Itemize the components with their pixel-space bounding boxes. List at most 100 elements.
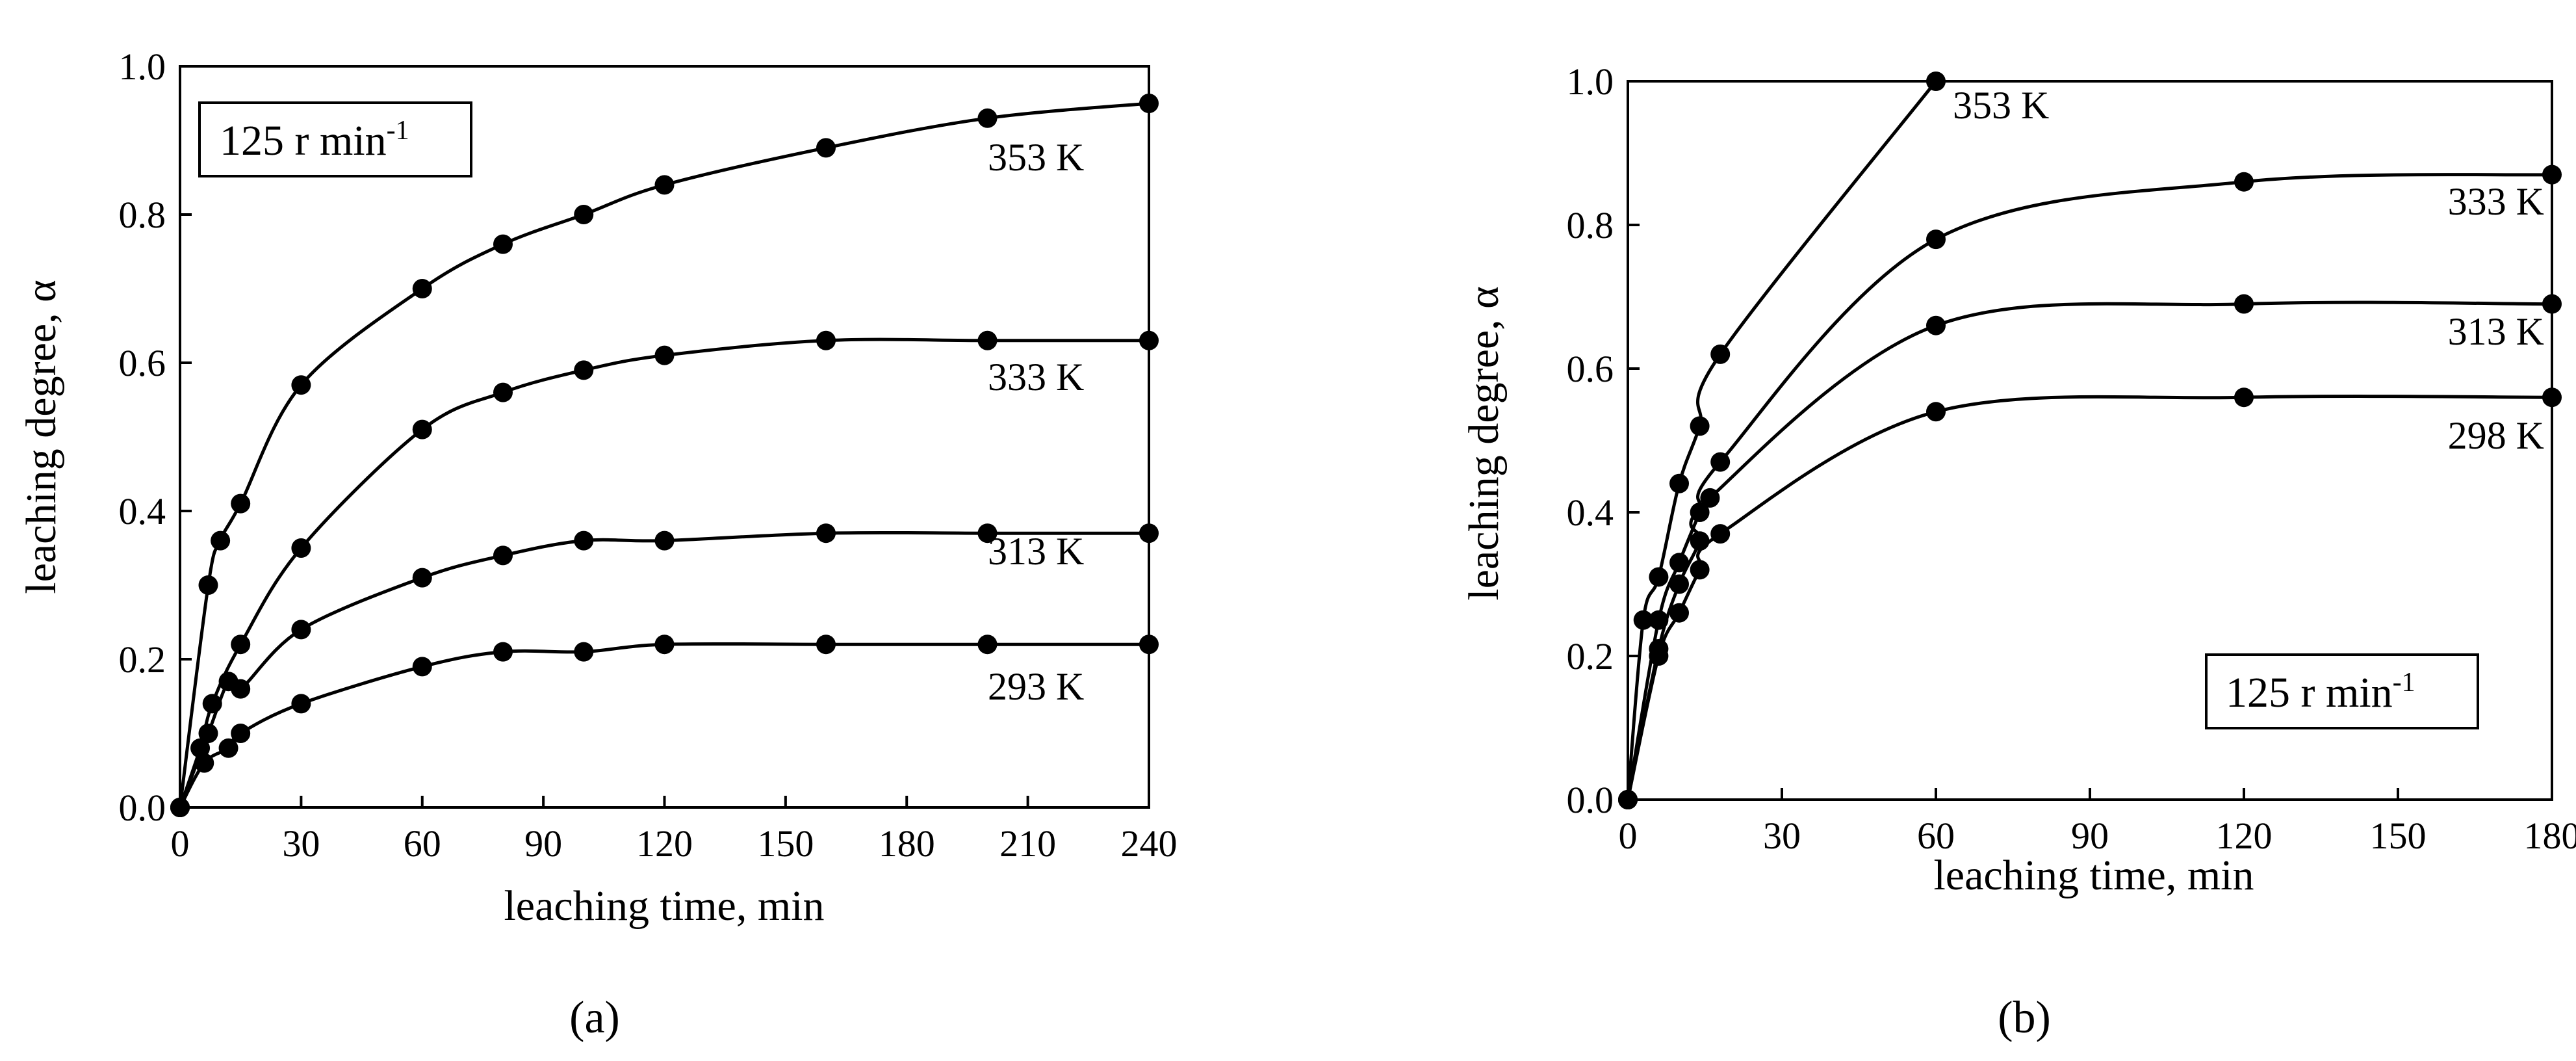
- data-point: [291, 694, 311, 714]
- data-point: [1649, 646, 1669, 666]
- data-point: [231, 635, 251, 655]
- data-point: [574, 642, 594, 662]
- data-point: [816, 138, 836, 158]
- data-point: [1618, 790, 1638, 809]
- y-tick-label: 0.6: [119, 342, 166, 384]
- data-point: [1633, 610, 1653, 630]
- x-tick-label: 150: [757, 822, 814, 865]
- data-point: [1139, 635, 1159, 655]
- annotation-a: 125 r min-1: [220, 116, 409, 164]
- x-tick-label: 150: [2370, 815, 2427, 857]
- x-tick-label: 90: [2071, 815, 2109, 857]
- data-point: [202, 694, 222, 714]
- data-point: [654, 635, 675, 655]
- x-tick-label: 180: [2524, 815, 2576, 857]
- annotation-b: 125 r min-1: [2226, 668, 2415, 716]
- series-label: 353 K: [1953, 84, 2049, 127]
- data-point: [1926, 229, 1946, 250]
- data-point: [231, 679, 251, 699]
- y-tick-label: 0.0: [1567, 779, 1614, 821]
- y-tick-label: 0.8: [1567, 204, 1614, 246]
- x-tick-label: 120: [636, 822, 693, 865]
- data-point: [231, 493, 251, 514]
- data-point: [1649, 567, 1669, 587]
- series-label: 313 K: [2448, 310, 2544, 353]
- series-label: 333 K: [988, 356, 1084, 399]
- x-axis-title-b: leaching time, min: [1933, 852, 2254, 899]
- x-tick-label: 30: [1763, 815, 1801, 857]
- data-point: [654, 175, 675, 195]
- x-tick-label: 60: [404, 822, 441, 865]
- data-point: [1926, 402, 1946, 422]
- data-point: [654, 345, 675, 365]
- data-point: [1669, 574, 1689, 594]
- panel-label-a: (a): [569, 993, 620, 1043]
- data-point: [2234, 387, 2254, 408]
- series-label: 313 K: [988, 530, 1084, 573]
- series-label: 293 K: [988, 665, 1084, 708]
- data-point: [1649, 610, 1669, 630]
- data-point: [977, 523, 998, 544]
- y-tick-label: 0.0: [119, 787, 166, 829]
- x-tick-label: 0: [171, 822, 190, 865]
- annotation-b-base: 125 r min: [2226, 669, 2393, 716]
- data-point: [574, 205, 594, 224]
- y-tick-label: 1.0: [119, 46, 166, 88]
- annotation-b-sup: -1: [2393, 668, 2415, 698]
- data-point: [816, 635, 836, 655]
- data-point: [2542, 164, 2562, 185]
- y-axis-title-b: leaching degree, α: [1460, 286, 1508, 601]
- data-point: [1690, 531, 1710, 551]
- data-point: [1690, 503, 1710, 522]
- x-tick-label: 180: [879, 822, 935, 865]
- x-tick-label: 90: [524, 822, 562, 865]
- data-point: [1669, 603, 1689, 623]
- data-point: [198, 575, 218, 595]
- data-point: [2542, 294, 2562, 314]
- y-tick-label: 0.8: [119, 194, 166, 236]
- data-point: [493, 234, 513, 254]
- data-point: [493, 545, 513, 566]
- data-point: [198, 724, 218, 743]
- data-point: [291, 375, 311, 395]
- data-point: [2542, 387, 2562, 408]
- series-line-353k: [1626, 80, 1937, 800]
- x-tick-label: 120: [2216, 815, 2273, 857]
- data-point: [654, 530, 675, 551]
- x-tick-label: 30: [282, 822, 320, 865]
- annotation-a-sup: -1: [387, 116, 409, 146]
- data-point: [412, 657, 432, 677]
- data-point: [1669, 553, 1689, 573]
- data-point: [412, 279, 432, 298]
- data-point: [211, 530, 231, 551]
- y-tick-label: 0.6: [1567, 348, 1614, 390]
- data-point: [218, 738, 238, 758]
- series-line-333k: [1626, 173, 2553, 800]
- data-point: [1139, 94, 1159, 113]
- y-tick-label: 0.4: [119, 490, 166, 532]
- data-point: [412, 568, 432, 588]
- annotation-a-base: 125 r min: [220, 117, 387, 164]
- data-point: [1690, 416, 1710, 436]
- data-point: [1710, 524, 1731, 544]
- x-tick-label: 0: [1619, 815, 1638, 857]
- x-tick-label: 240: [1121, 822, 1178, 865]
- chart-panel-a: 0 30 60 90 120 150 180 210 240 0.0 0.2 0.4 0.6 0.8 1.0…: [18, 46, 1178, 1043]
- data-point: [1926, 315, 1946, 335]
- data-point: [977, 330, 998, 350]
- annotation-box-a: [198, 101, 472, 177]
- data-point: [1710, 344, 1731, 364]
- x-axis-title-a: leaching time, min: [504, 882, 824, 930]
- data-point: [170, 798, 190, 817]
- data-point: [493, 642, 513, 662]
- series-line-298k: [1626, 395, 2553, 800]
- data-point: [816, 330, 836, 350]
- chart-panel-b: 0 30 60 90 120 150 180 0.0 0.2 0.4 0.6 0.8 1.0 353 K…: [1460, 60, 2576, 1043]
- data-point: [977, 108, 998, 128]
- series-label: 333 K: [2448, 180, 2544, 223]
- data-point: [574, 360, 594, 380]
- y-axis-title-a: leaching degree, α: [18, 280, 65, 594]
- data-point: [977, 635, 998, 655]
- data-point: [291, 620, 311, 640]
